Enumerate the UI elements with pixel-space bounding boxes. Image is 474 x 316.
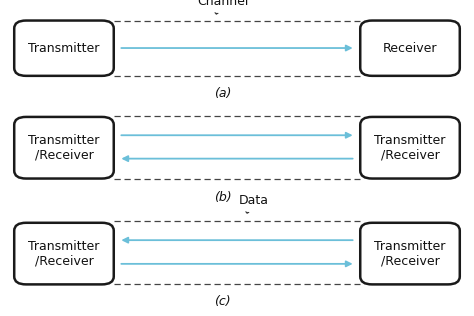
Text: Transmitter
/Receiver: Transmitter /Receiver [374, 134, 446, 162]
Text: Transmitter
/Receiver: Transmitter /Receiver [28, 134, 100, 162]
Text: Transmitter: Transmitter [28, 42, 100, 55]
FancyBboxPatch shape [360, 223, 460, 284]
Text: Transmitter
/Receiver: Transmitter /Receiver [28, 240, 100, 268]
Text: (c): (c) [214, 295, 231, 308]
FancyBboxPatch shape [14, 21, 114, 76]
Text: (b): (b) [214, 191, 232, 204]
FancyBboxPatch shape [14, 223, 114, 284]
Text: Channel: Channel [197, 0, 248, 14]
FancyBboxPatch shape [360, 21, 460, 76]
Text: Receiver: Receiver [383, 42, 437, 55]
Text: Data: Data [238, 194, 269, 213]
FancyBboxPatch shape [360, 117, 460, 179]
Text: Transmitter
/Receiver: Transmitter /Receiver [374, 240, 446, 268]
Text: (a): (a) [214, 87, 231, 100]
FancyBboxPatch shape [14, 117, 114, 179]
